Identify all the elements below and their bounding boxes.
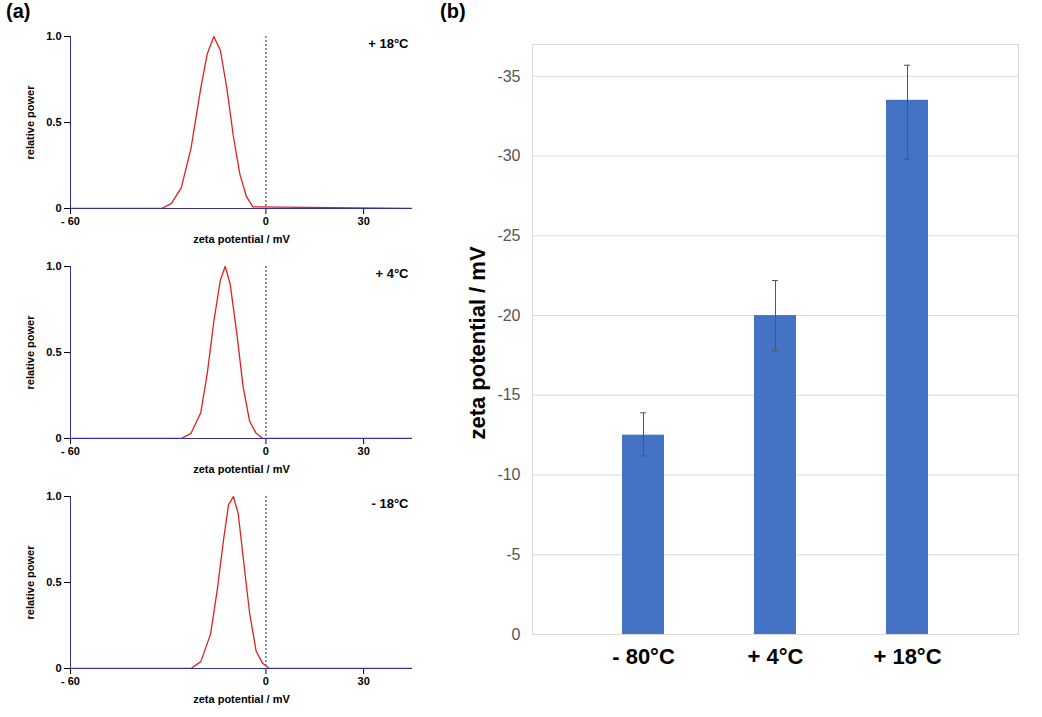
svg-text:-25: -25 [497,227,520,244]
svg-text:relative power: relative power [24,85,36,160]
svg-text:- 60: - 60 [61,215,80,227]
svg-text:relative power: relative power [24,315,36,390]
svg-text:30: 30 [358,445,370,457]
svg-text:zeta potential / mV: zeta potential / mV [193,463,290,475]
svg-text:1.0: 1.0 [46,260,61,272]
svg-text:0.5: 0.5 [46,576,61,588]
svg-text:-10: -10 [497,466,520,483]
html-text:zeta potential / mV: zeta potential / mV [465,246,490,440]
svg-text:30: 30 [358,215,370,227]
svg-text:0: 0 [55,432,61,444]
html-text:(a): (a) [6,0,31,22]
svg-text:zeta potential / mV: zeta potential / mV [193,693,290,705]
svg-text:- 80°C: - 80°C [612,644,675,669]
svg-text:0.5: 0.5 [46,116,61,128]
svg-text:0.5: 0.5 [46,346,61,358]
svg-text:zeta potential / mV: zeta potential / mV [193,233,290,245]
svg-text:- 18°C: - 18°C [372,496,410,511]
svg-text:- 60: - 60 [61,675,80,687]
svg-text:+ 4°C: + 4°C [375,266,409,281]
svg-text:30: 30 [358,675,370,687]
svg-text:- 60: - 60 [61,445,80,457]
svg-text:-15: -15 [497,386,520,403]
svg-text:+ 18°C: + 18°C [873,644,941,669]
svg-text:0: 0 [55,202,61,214]
svg-text:0: 0 [263,445,269,457]
svg-text:0: 0 [263,215,269,227]
svg-text:-35: -35 [497,68,520,85]
svg-text:0: 0 [263,675,269,687]
svg-text:1.0: 1.0 [46,30,61,42]
svg-text:0: 0 [512,626,521,643]
html-text:(b): (b) [440,0,466,22]
svg-text:-20: -20 [497,307,520,324]
svg-text:-5: -5 [506,546,520,563]
svg-text:relative power: relative power [24,545,36,620]
svg-text:+ 4°C: + 4°C [748,644,804,669]
svg-text:0: 0 [55,662,61,674]
svg-text:-30: -30 [497,147,520,164]
svg-text:+ 18°C: + 18°C [368,36,409,51]
svg-text:1.0: 1.0 [46,490,61,502]
